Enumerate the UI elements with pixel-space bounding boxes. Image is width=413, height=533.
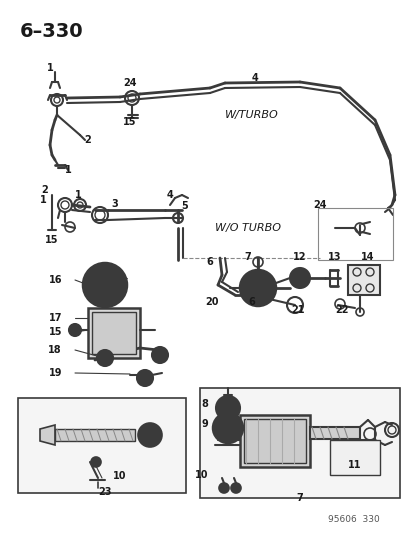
Polygon shape — [40, 425, 55, 445]
Text: 19: 19 — [48, 368, 62, 378]
Circle shape — [138, 423, 161, 447]
Circle shape — [142, 428, 157, 442]
Text: 22: 22 — [335, 305, 348, 315]
Text: 12: 12 — [292, 252, 306, 262]
Circle shape — [216, 396, 240, 420]
Bar — [55, 429, 135, 441]
Text: 3: 3 — [112, 199, 118, 209]
Text: W/O TURBO: W/O TURBO — [214, 223, 280, 233]
Text: 10: 10 — [113, 471, 126, 481]
Circle shape — [152, 347, 168, 363]
Text: 9: 9 — [201, 419, 207, 429]
Text: 95606  330: 95606 330 — [328, 515, 379, 524]
Text: 4: 4 — [166, 190, 173, 200]
Text: 18: 18 — [48, 345, 62, 355]
Text: 13: 13 — [328, 252, 341, 262]
Circle shape — [218, 419, 236, 437]
Circle shape — [98, 278, 112, 292]
Text: 24: 24 — [123, 78, 136, 88]
Circle shape — [289, 268, 309, 288]
Polygon shape — [347, 265, 379, 295]
Text: 7: 7 — [244, 252, 251, 262]
Bar — [92, 312, 136, 354]
Text: 2: 2 — [84, 135, 91, 145]
Text: 2: 2 — [42, 185, 48, 195]
Bar — [240, 415, 309, 467]
Bar — [88, 308, 140, 358]
Circle shape — [137, 370, 153, 386]
Text: 1: 1 — [40, 195, 46, 205]
Circle shape — [240, 270, 275, 306]
Circle shape — [91, 457, 101, 467]
Text: 15: 15 — [48, 327, 62, 337]
Text: 17: 17 — [48, 313, 62, 323]
Bar — [18, 398, 185, 493]
Circle shape — [212, 413, 242, 443]
Bar — [243, 419, 305, 463]
Circle shape — [69, 324, 81, 336]
Text: 15: 15 — [45, 235, 59, 245]
Text: 6–330: 6–330 — [20, 22, 83, 41]
Circle shape — [97, 350, 113, 366]
Text: 6: 6 — [206, 257, 213, 267]
Text: 14: 14 — [361, 252, 374, 262]
Text: 21: 21 — [291, 305, 304, 315]
Bar — [309, 427, 359, 439]
Text: 16: 16 — [48, 275, 62, 285]
Text: 8: 8 — [201, 399, 207, 409]
Circle shape — [218, 483, 228, 493]
Circle shape — [252, 283, 262, 293]
Circle shape — [83, 263, 127, 307]
Bar — [329, 440, 379, 475]
Circle shape — [221, 401, 235, 415]
Text: 1: 1 — [74, 190, 81, 200]
Circle shape — [230, 483, 240, 493]
Text: 4: 4 — [251, 73, 258, 83]
Text: 1: 1 — [47, 63, 53, 73]
Text: 23: 23 — [98, 487, 112, 497]
Text: 7: 7 — [296, 493, 303, 503]
Circle shape — [91, 271, 119, 299]
Bar — [317, 208, 392, 260]
Text: 11: 11 — [347, 460, 361, 470]
Text: 10: 10 — [194, 470, 207, 480]
Text: 5: 5 — [181, 201, 188, 211]
Text: 6: 6 — [248, 297, 255, 307]
Text: 20: 20 — [205, 297, 218, 307]
Text: 1: 1 — [64, 165, 71, 175]
Text: 15: 15 — [123, 117, 136, 127]
Circle shape — [223, 424, 231, 432]
Text: W/TURBO: W/TURBO — [224, 110, 278, 120]
Bar — [199, 388, 399, 498]
Text: 24: 24 — [313, 200, 326, 210]
